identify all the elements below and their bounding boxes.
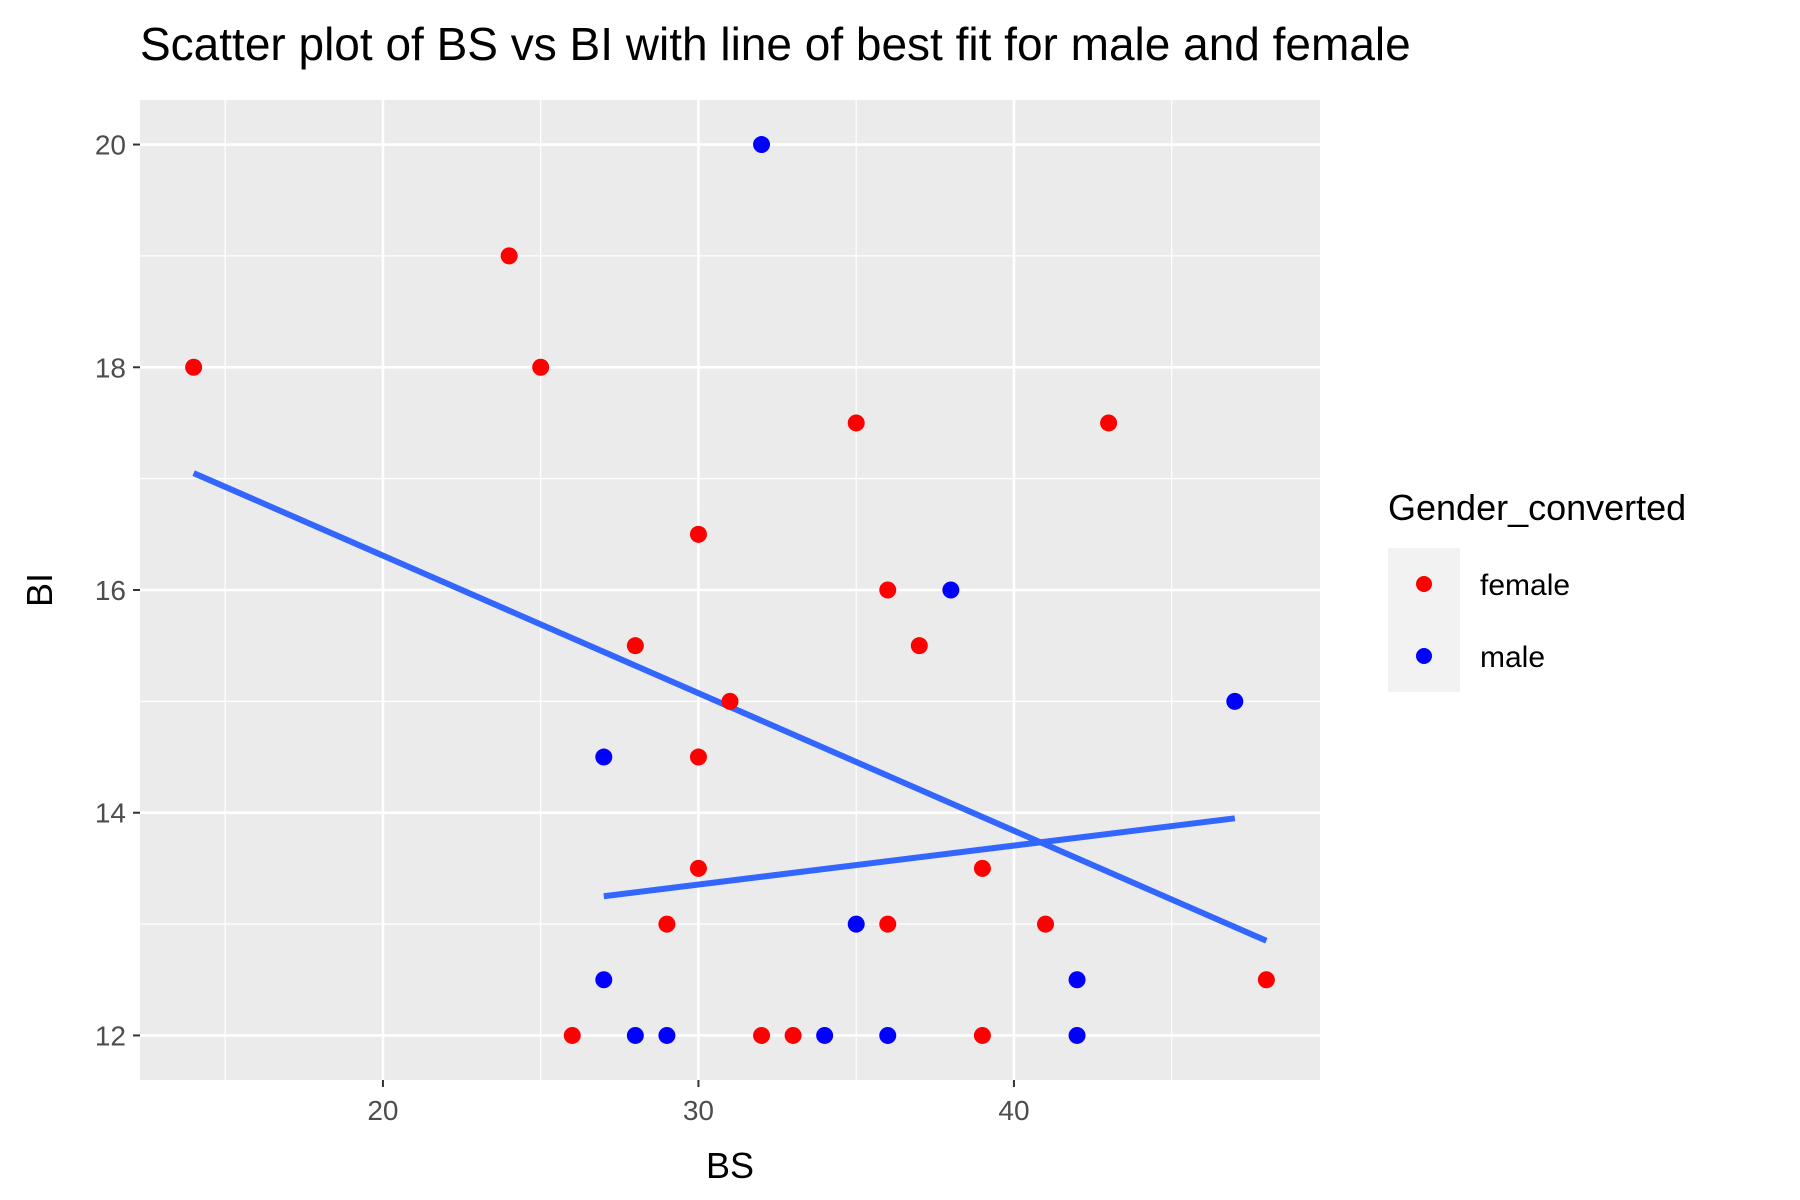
point-female [532, 358, 550, 376]
point-female [753, 1026, 771, 1044]
legend: Gender_converted female male [1388, 487, 1686, 692]
x-tick-label: 30 [683, 1095, 714, 1126]
x-tick-label: 40 [998, 1095, 1029, 1126]
chart-title: Scatter plot of BS vs BI with line of be… [140, 18, 1411, 70]
x-axis-title: BS [706, 1145, 754, 1186]
point-female [910, 637, 928, 655]
point-female [658, 915, 676, 933]
legend-key-female [1416, 576, 1432, 592]
fit-line-male [603, 815, 1236, 900]
point-female [1037, 915, 1055, 933]
point-female [689, 748, 707, 766]
point-male [1068, 1026, 1086, 1044]
point-male [658, 1026, 676, 1044]
y-tick-label: 14 [95, 798, 126, 829]
point-male [1226, 692, 1244, 710]
point-male [626, 1026, 644, 1044]
point-female [563, 1026, 581, 1044]
point-female [847, 414, 865, 432]
point-male [847, 915, 865, 933]
point-female [689, 859, 707, 877]
point-female [879, 915, 897, 933]
point-female [784, 1026, 802, 1044]
y-tick-label: 16 [95, 575, 126, 606]
legend-label-female: female [1480, 569, 1570, 602]
point-female [721, 692, 739, 710]
point-male [816, 1026, 834, 1044]
legend-key-male [1416, 648, 1432, 664]
legend-title: Gender_converted [1388, 487, 1686, 528]
point-female [689, 525, 707, 543]
x-tick-label: 20 [367, 1095, 398, 1126]
point-female [500, 247, 518, 265]
point-female [973, 859, 991, 877]
point-male [879, 1026, 897, 1044]
point-male [942, 581, 960, 599]
x-axis-ticks: 20 30 40 [367, 1080, 1030, 1126]
legend-label-male: male [1480, 641, 1545, 674]
y-axis-title: BI [19, 573, 60, 607]
point-male [1068, 971, 1086, 989]
point-female [626, 637, 644, 655]
major-gridlines [140, 100, 1320, 1080]
point-female [879, 581, 897, 599]
point-male [753, 136, 771, 154]
point-female [185, 358, 203, 376]
point-male [595, 748, 613, 766]
data-points [185, 136, 1275, 1044]
point-female [1100, 414, 1118, 432]
y-tick-label: 18 [95, 352, 126, 383]
y-axis-ticks: 12 14 16 18 20 [95, 130, 140, 1051]
y-tick-label: 20 [95, 130, 126, 161]
point-male [595, 971, 613, 989]
point-female [1257, 971, 1275, 989]
point-female [973, 1026, 991, 1044]
legend-key-background [1388, 548, 1460, 692]
y-tick-label: 12 [95, 1020, 126, 1051]
